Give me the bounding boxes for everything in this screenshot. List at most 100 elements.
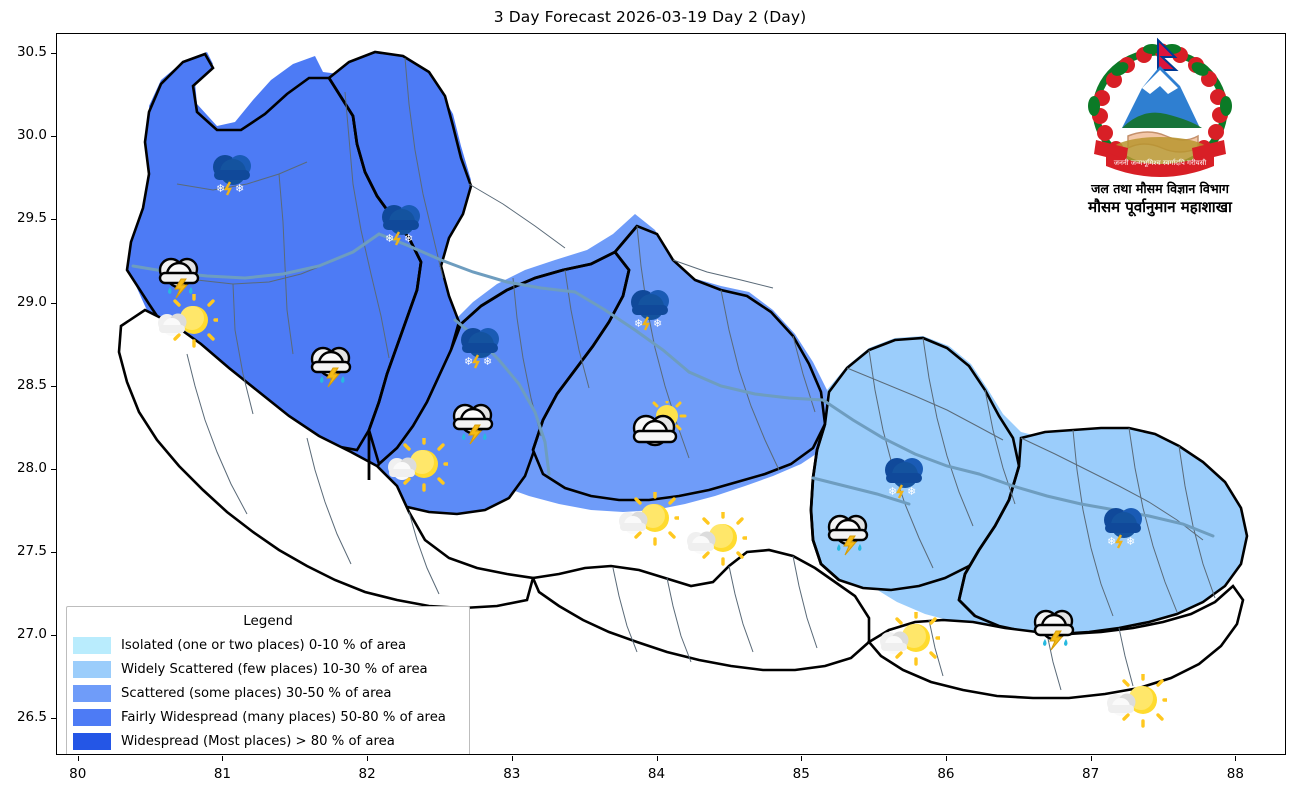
x-tick-label: 82 — [358, 766, 376, 782]
district-borders — [160, 57, 1216, 691]
x-tick-mark — [801, 756, 803, 761]
x-tick-label: 81 — [213, 766, 231, 782]
y-tick-mark — [51, 302, 56, 304]
legend-swatch — [73, 636, 111, 654]
x-tick-mark — [222, 756, 224, 761]
legend-label: Scattered (some places) 30-50 % of area — [121, 685, 392, 701]
svg-text:❄: ❄ — [404, 232, 413, 245]
nepal-map — [117, 50, 1249, 700]
svg-text:❄: ❄ — [653, 317, 662, 330]
x-tick-mark — [1090, 756, 1092, 761]
snow-icon: ❄ ❄ — [875, 453, 933, 503]
x-tick-label: 80 — [69, 766, 87, 782]
svg-text:❄: ❄ — [235, 182, 244, 195]
y-tick-mark — [51, 718, 56, 720]
y-tick-label: 28.5 — [16, 376, 47, 393]
x-tick-label: 83 — [503, 766, 521, 782]
svg-text:❄: ❄ — [464, 355, 473, 368]
snow-icon: ❄ ❄ — [621, 285, 679, 335]
y-tick-label: 30.5 — [16, 43, 47, 60]
y-tick-label: 27.5 — [16, 543, 47, 560]
x-tick-label: 86 — [937, 766, 955, 782]
legend-swatch — [73, 684, 111, 702]
legend-row: Fairly Widespread (many places) 50-80 % … — [73, 705, 463, 729]
svg-text:❄: ❄ — [907, 485, 916, 498]
x-tick-mark — [1235, 756, 1237, 761]
legend-row: Widespread (Most places) > 80 % of area — [73, 729, 463, 753]
y-tick-label: 27.0 — [16, 626, 47, 643]
snow-icon: ❄ ❄ — [1094, 503, 1152, 553]
page-title: 3 Day Forecast 2026-03-19 Day 2 (Day) — [493, 8, 807, 26]
sun-cloud-icon — [876, 610, 942, 670]
legend-swatch — [73, 660, 111, 678]
sun-cloud-icon — [683, 510, 750, 570]
x-tick-mark — [511, 756, 513, 761]
svg-text:❄: ❄ — [1126, 535, 1135, 548]
x-tick-label: 85 — [792, 766, 810, 782]
legend-row: Isolated (one or two places) 0-10 % of a… — [73, 633, 463, 657]
thunderstorm-icon — [151, 253, 209, 305]
sun-cloud-icon — [384, 435, 450, 496]
svg-text:❄: ❄ — [888, 485, 897, 498]
x-tick-label: 87 — [1082, 766, 1100, 782]
legend-label: Fairly Widespread (many places) 50-80 % … — [121, 709, 446, 725]
x-tick-label: 88 — [1226, 766, 1244, 782]
y-tick-label: 30.0 — [16, 127, 47, 144]
x-tick-mark — [367, 756, 369, 761]
mountain-shape — [1122, 66, 1200, 128]
legend-row: Widely Scattered (few places) 10-30 % of… — [73, 657, 463, 681]
snow-icon: ❄ ❄ — [451, 323, 509, 373]
svg-text:❄: ❄ — [385, 232, 394, 245]
y-tick-label: 29.0 — [16, 293, 47, 310]
logo-line-2: मौसम पूर्वानुमान महाशाखा — [1088, 198, 1232, 216]
logo-line-1: जल तथा मौसम विज्ञान विभाग — [1091, 181, 1229, 196]
y-tick-label: 29.5 — [16, 210, 47, 227]
cloud-sun-icon — [629, 397, 691, 453]
svg-text:❄: ❄ — [216, 182, 225, 195]
nepal-emblem-icon: जननी जन्मभूमिश्च स्वर्गादपि गरीयसी — [1088, 37, 1232, 177]
nepal-flag-icon — [1157, 37, 1179, 71]
legend: Legend Isolated (one or two places) 0-10… — [66, 606, 470, 754]
x-tick-mark — [656, 756, 658, 761]
y-tick-mark — [51, 635, 56, 637]
sun-cloud-icon — [1103, 672, 1169, 732]
legend-row: Scattered (some places) 30-50 % of area — [73, 681, 463, 705]
motto-ribbon — [1106, 152, 1214, 177]
y-tick-label: 26.5 — [16, 709, 47, 726]
thunderstorm-icon — [445, 399, 503, 451]
y-axis: 30.5 30.0 29.5 29.0 28.5 28.0 27.5 27.0 26.5 — [0, 0, 56, 800]
y-tick-mark — [51, 552, 56, 554]
thunderstorm-icon — [820, 510, 878, 562]
thunderstorm-icon — [1026, 605, 1084, 657]
legend-swatch — [73, 732, 111, 750]
x-tick-mark — [77, 756, 79, 761]
sun-cloud-icon — [615, 490, 682, 550]
y-tick-label: 28.0 — [16, 459, 47, 476]
legend-swatch — [73, 708, 111, 726]
svg-text:❄: ❄ — [1107, 535, 1116, 548]
x-tick-mark — [945, 756, 947, 761]
y-tick-mark — [51, 219, 56, 221]
wheat-garland — [1110, 137, 1210, 167]
legend-label: Widely Scattered (few places) 10-30 % of… — [121, 661, 428, 677]
thunderstorm-icon — [303, 342, 361, 394]
region-no-forecast-terai-west — [117, 308, 535, 610]
dhm-logo: जननी जन्मभूमिश्च स्वर्गादपि गरीयसी जल तथ… — [1042, 36, 1278, 226]
y-tick-mark — [51, 385, 56, 387]
svg-text:जननी जन्मभूमिश्च स्वर्गादपि गर: जननी जन्मभूमिश्च स्वर्गादपि गरीयसी — [1114, 158, 1207, 167]
y-tick-mark — [51, 468, 56, 470]
snow-icon: ❄ ❄ — [203, 150, 261, 200]
legend-title: Legend — [243, 613, 293, 629]
legend-label: Isolated (one or two places) 0-10 % of a… — [121, 637, 407, 653]
map-plot-area: ❄ ❄ ❄ ❄ ❄ ❄ ❄ ❄ — [56, 33, 1286, 755]
y-tick-mark — [51, 52, 56, 54]
snow-icon: ❄ ❄ — [372, 200, 430, 250]
svg-text:❄: ❄ — [634, 317, 643, 330]
legend-label: Widespread (Most places) > 80 % of area — [121, 733, 395, 749]
river-lines — [131, 232, 1215, 538]
y-tick-mark — [51, 136, 56, 138]
svg-text:❄: ❄ — [483, 355, 492, 368]
province-borders — [327, 77, 1021, 617]
x-tick-label: 84 — [647, 766, 666, 782]
